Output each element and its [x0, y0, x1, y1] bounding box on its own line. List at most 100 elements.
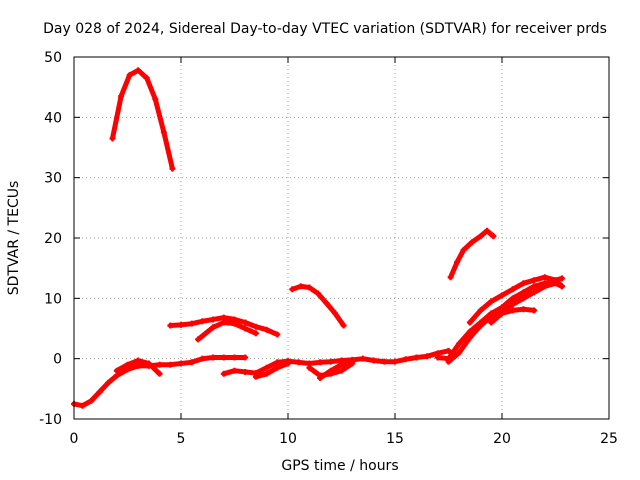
data-point	[332, 310, 339, 317]
data-point	[252, 330, 259, 337]
data-point	[327, 367, 334, 374]
data-point	[392, 358, 398, 365]
data-point	[370, 357, 377, 364]
data-point	[488, 298, 495, 305]
data-point	[242, 368, 249, 375]
series-arc-1	[109, 67, 176, 172]
x-tick-label: 10	[279, 431, 297, 447]
data-point	[509, 295, 516, 302]
data-point	[413, 354, 420, 361]
data-point	[231, 354, 238, 361]
data-point	[340, 322, 347, 329]
data-point	[167, 361, 174, 368]
data-point	[531, 283, 538, 290]
series-line	[317, 359, 355, 381]
grid-lines	[74, 57, 609, 419]
x-tick-label: 25	[600, 431, 618, 447]
data-point	[499, 310, 505, 317]
y-tick-label: 30	[44, 171, 62, 187]
data-point	[195, 336, 202, 343]
y-tick-label: 40	[44, 110, 62, 126]
series-arc-5	[447, 227, 497, 281]
data-point	[499, 304, 505, 311]
y-tick-label: 10	[44, 291, 62, 307]
data-point	[263, 364, 270, 371]
data-point	[199, 355, 206, 362]
x-axis-label: GPS time / hours	[281, 458, 398, 474]
series-arc-4	[289, 283, 347, 329]
data-series	[71, 67, 565, 409]
data-point	[188, 320, 195, 327]
data-point	[274, 359, 281, 366]
series-line	[253, 361, 291, 380]
axis-ticks: 0 5 10 15 20 25 -10 0 10 20 30 40 50	[39, 50, 618, 447]
data-point	[509, 307, 516, 314]
series-line	[110, 67, 175, 172]
series-arc-9	[252, 360, 291, 380]
data-point	[289, 286, 296, 293]
data-point	[338, 361, 345, 368]
data-point	[323, 300, 330, 307]
data-point	[135, 357, 142, 364]
data-point	[456, 340, 463, 347]
data-point	[242, 319, 249, 326]
series-arc-2	[167, 314, 281, 338]
data-point	[210, 354, 217, 361]
series-arc-3	[195, 319, 259, 343]
data-point	[447, 274, 454, 281]
data-point	[156, 370, 163, 377]
data-point	[231, 367, 238, 374]
data-point	[477, 233, 484, 240]
y-tick-label: 20	[44, 231, 62, 247]
data-point	[456, 349, 463, 356]
data-point	[124, 361, 131, 368]
y-axis-label: SDTVAR / TECUs	[6, 181, 22, 296]
data-point	[541, 274, 548, 281]
data-point	[167, 322, 174, 329]
series-line	[467, 274, 565, 325]
data-point	[242, 325, 249, 332]
data-point	[263, 326, 270, 333]
data-point	[156, 361, 163, 368]
data-point	[359, 355, 366, 362]
data-point	[317, 359, 324, 366]
data-point	[79, 402, 86, 409]
data-point	[552, 278, 559, 285]
data-point	[488, 319, 495, 326]
series-arc-15	[488, 306, 538, 326]
data-point	[477, 307, 484, 314]
data-point	[178, 321, 184, 328]
data-point	[460, 247, 467, 254]
data-point	[531, 289, 538, 296]
data-point	[274, 364, 281, 371]
data-point	[531, 277, 538, 284]
data-point	[488, 313, 495, 320]
data-point	[113, 367, 120, 374]
data-point	[509, 301, 516, 308]
data-point	[424, 353, 431, 360]
series-arc-11	[317, 358, 356, 381]
data-point	[105, 379, 112, 386]
data-point	[490, 233, 497, 240]
data-point	[477, 322, 484, 329]
x-tick-label: 15	[386, 431, 404, 447]
data-point	[469, 239, 476, 246]
data-point	[402, 356, 409, 363]
data-point	[88, 397, 95, 404]
data-point	[558, 275, 565, 282]
data-point	[306, 364, 313, 371]
data-point	[135, 362, 142, 369]
data-point	[152, 96, 159, 103]
x-tick-label: 20	[493, 431, 511, 447]
data-point	[531, 307, 538, 314]
data-point	[327, 358, 334, 365]
data-point	[188, 359, 195, 366]
data-point	[484, 227, 491, 234]
data-point	[454, 259, 461, 266]
y-tick-label: -10	[39, 412, 62, 428]
y-tick-label: 50	[44, 50, 62, 66]
chart-title: Day 028 of 2024, Sidereal Day-to-day VTE…	[43, 21, 607, 37]
series-arc-7	[113, 357, 163, 377]
data-point	[509, 286, 516, 293]
